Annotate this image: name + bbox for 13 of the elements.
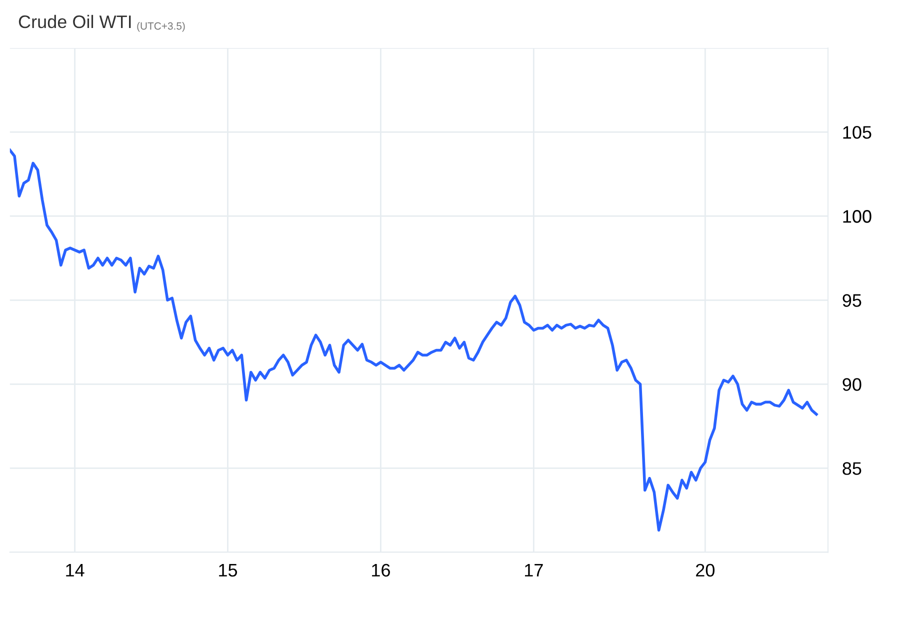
y-tick-label: 105 xyxy=(843,126,872,139)
x-tick-label: 14 xyxy=(66,564,84,576)
chart-title: Crude Oil WTI xyxy=(18,14,131,28)
x-tick-label: 16 xyxy=(372,564,390,577)
y-tick-label: 90 xyxy=(842,378,862,391)
chart-subtitle: (UTC+3.5) xyxy=(137,22,185,32)
line-series xyxy=(10,148,818,532)
y-tick-label: 95 xyxy=(842,294,862,307)
y-tick-label: 100 xyxy=(843,210,872,223)
y-tick-label: 85 xyxy=(842,462,862,475)
x-tick-label: 15 xyxy=(219,564,238,577)
x-tick-label: 17 xyxy=(525,564,543,576)
x-tick-label: 20 xyxy=(696,564,715,577)
